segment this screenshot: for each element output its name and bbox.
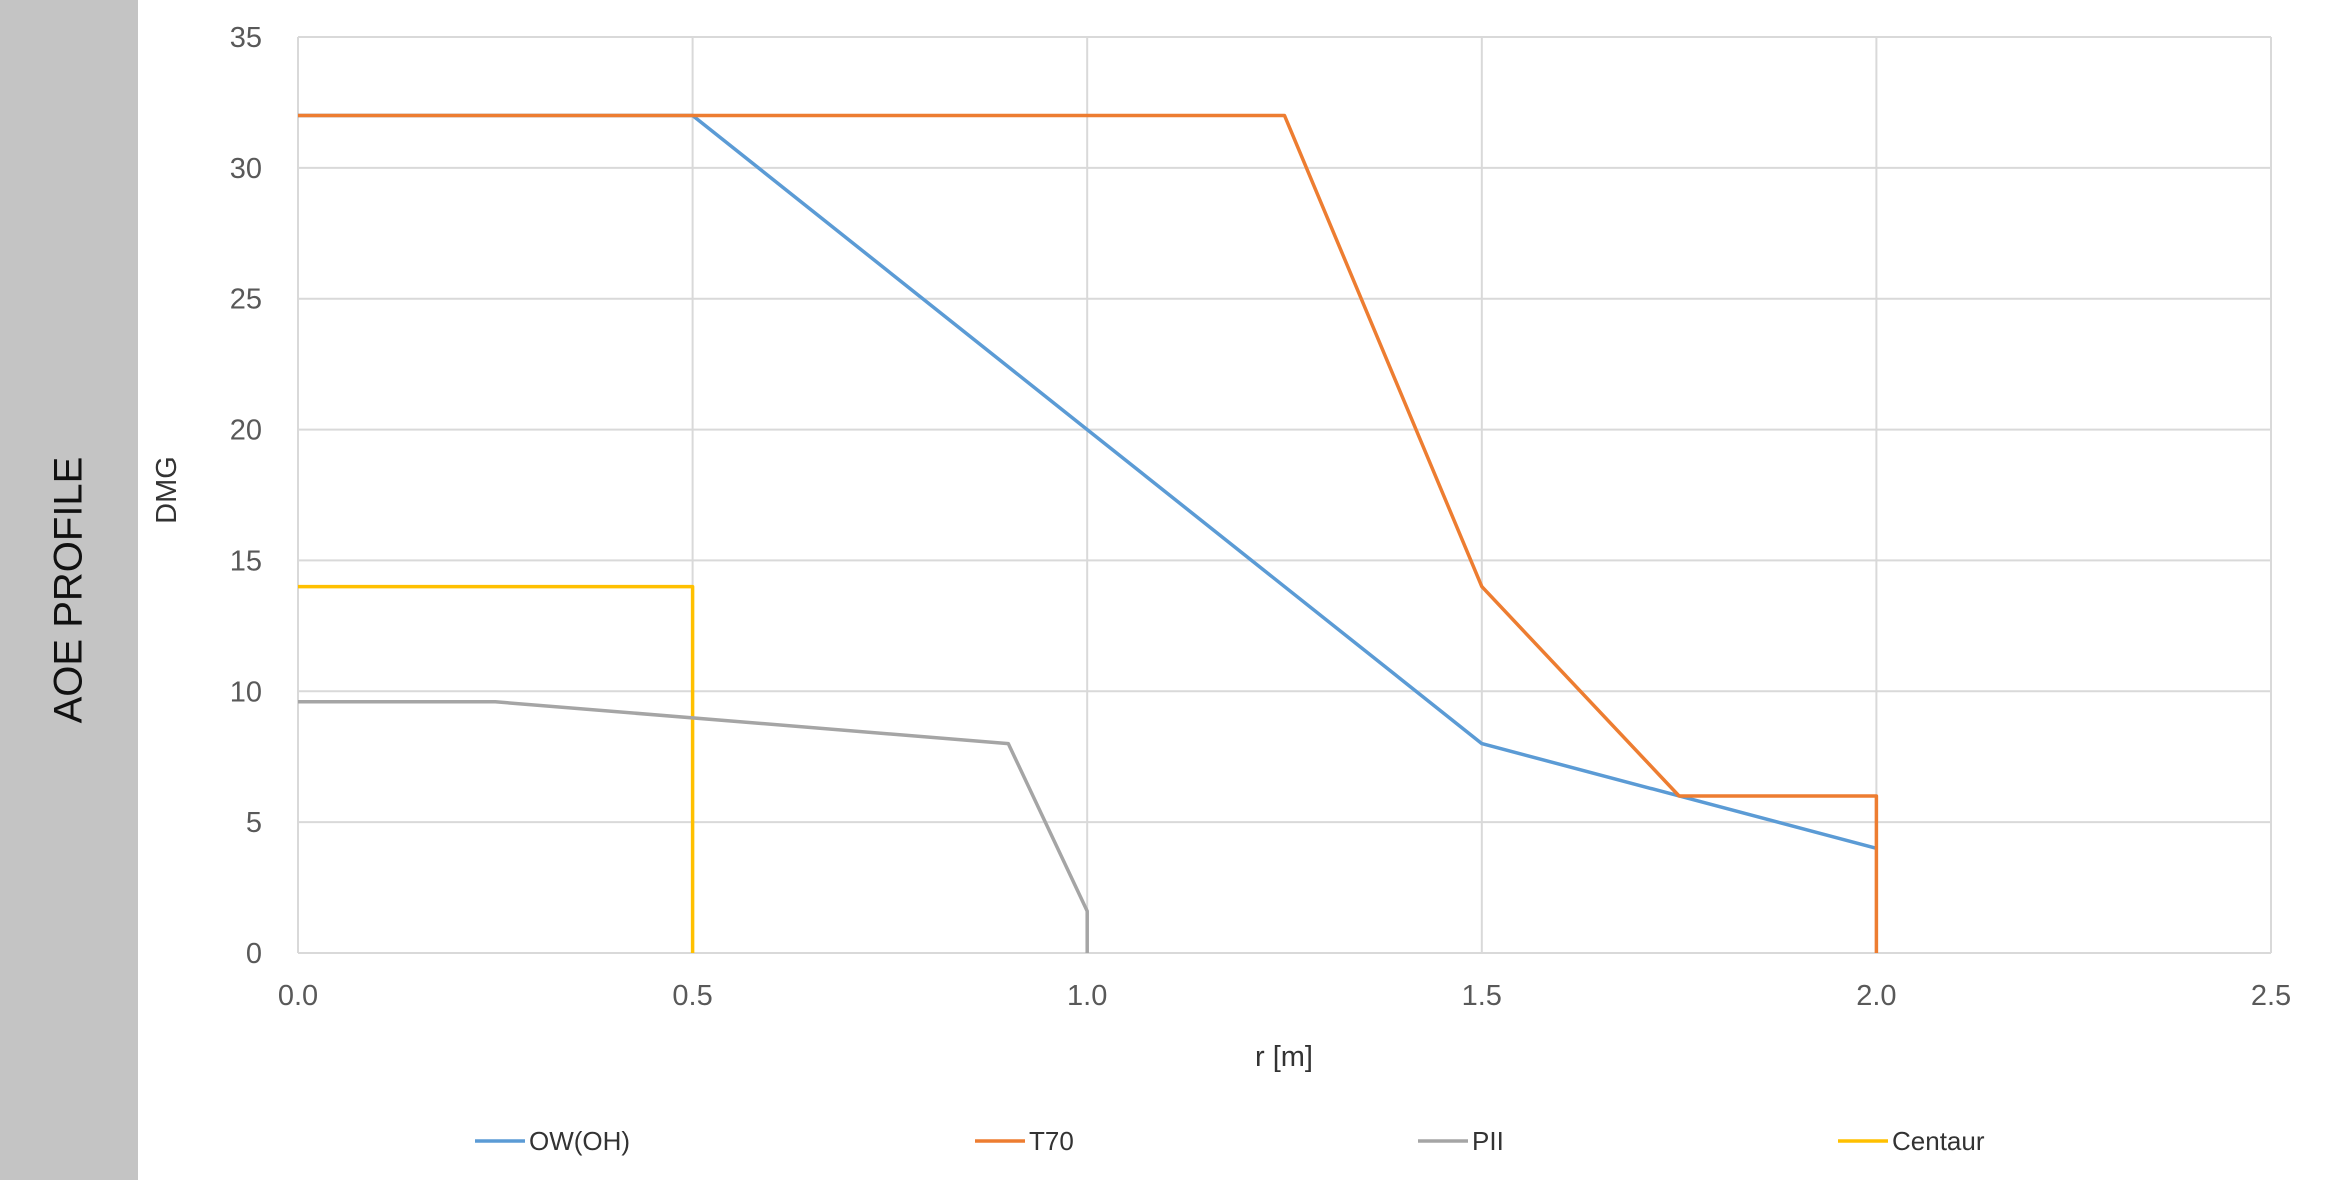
y-tick-label: 5 <box>246 807 262 839</box>
x-tick-label: 0.5 <box>672 980 712 1012</box>
x-tick-label: 0.0 <box>278 980 318 1012</box>
y-tick-label: 30 <box>230 153 262 185</box>
legend-label-t70: T70 <box>1029 1126 1074 1156</box>
x-axis-title: r [m] <box>1255 1041 1313 1073</box>
series-line-centaur <box>298 584 695 953</box>
y-tick-label: 25 <box>230 284 262 316</box>
legend-label-ow-oh: OW(OH) <box>529 1126 630 1156</box>
x-tick-labels: 0.0 0.5 1.0 1.5 2.0 2.5 <box>278 980 2291 1012</box>
x-tick-label: 2.0 <box>1856 980 1896 1012</box>
x-tick-label: 2.5 <box>2251 980 2291 1012</box>
series-line-t70 <box>298 113 1879 953</box>
y-tick-label: 20 <box>230 415 262 447</box>
x-tick-label: 1.0 <box>1067 980 1107 1012</box>
legend: OW(OH) T70 PII Centaur <box>475 1126 1985 1156</box>
y-tick-label: 35 <box>230 22 262 54</box>
y-axis-title: DMG <box>151 456 183 524</box>
grid-lines <box>297 36 2272 954</box>
side-title-band <box>0 0 138 1180</box>
x-tick-label: 1.5 <box>1462 980 1502 1012</box>
y-tick-label: 0 <box>246 938 262 970</box>
y-tick-labels: 0 5 10 15 20 25 30 35 <box>230 22 262 970</box>
y-tick-label: 15 <box>230 545 262 577</box>
y-tick-label: 10 <box>230 676 262 708</box>
legend-label-pii: PII <box>1472 1126 1504 1156</box>
legend-label-centaur: Centaur <box>1892 1126 1985 1156</box>
series-layer <box>298 113 1879 953</box>
series-line-pii <box>298 700 1089 953</box>
